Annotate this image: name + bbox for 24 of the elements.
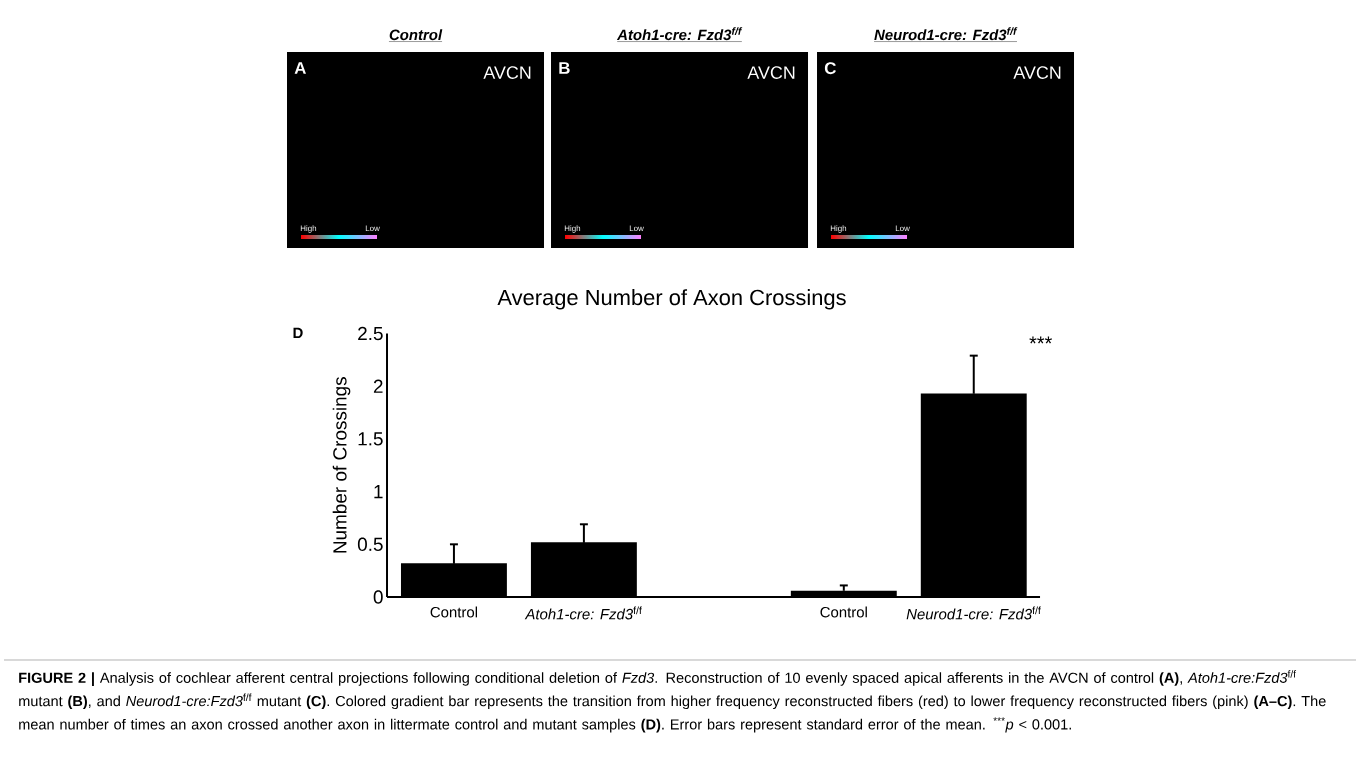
text: AVCN	[747, 66, 795, 79]
y-tick-label: 0	[373, 590, 383, 604]
y-tick-label: 2.5	[358, 326, 383, 341]
y-tick-label: 1.5	[358, 432, 383, 446]
x-tick-label: Atoh1-cre: Fzd3$^{f/f}$	[524, 606, 642, 620]
annotation: ***	[1029, 336, 1052, 344]
text: AVCN	[1013, 66, 1061, 79]
y-tick-label: 2	[373, 379, 383, 393]
text: FIGURE 2 | Analysis of cochlear afferent central projections following conditional deletion of Fzd3. Reconstruction of 10 evenly spaced apical afferents in the AVCN of control (A), Atoh1-cre:Fzd3$^{f/f}$ mutant (B), and Neurod1-cre:Fzd3$^{f/f}$ mutant (C). Colored gradient bar represents the transition from higher frequency reconstructed fibers (red) to lower frequency reconstructed fibers (pink) (A–C). The mean number of times an axon crossed another axon in littermate control and mutant samples (D). Error bars represent standard error of the mean. $^{***}$p < 0.001.	[19, 670, 1326, 733]
text: B	[559, 62, 570, 74]
text: Atoh1-cre: Fzd3$^{f/f}$	[616, 27, 743, 41]
text: A	[294, 62, 306, 74]
chart-title: Average Number of Axon Crossings	[497, 289, 846, 310]
text: C	[824, 62, 836, 75]
y-tick-label: 1	[374, 485, 383, 499]
x-tick-label: Neurod1-cre: Fzd3$^{f/f}$	[906, 606, 1041, 620]
text: D	[293, 327, 303, 338]
text: Control	[389, 29, 443, 41]
text: AVCN	[483, 66, 531, 79]
y-tick-label: 0.5	[357, 537, 383, 552]
x-tick-label: Control	[820, 606, 867, 618]
text: Neurod1-cre: Fzd3$^{f/f}$	[874, 27, 1018, 41]
y-axis-title: Number of Crossings	[332, 377, 351, 553]
x-tick-label: Control	[430, 606, 478, 618]
